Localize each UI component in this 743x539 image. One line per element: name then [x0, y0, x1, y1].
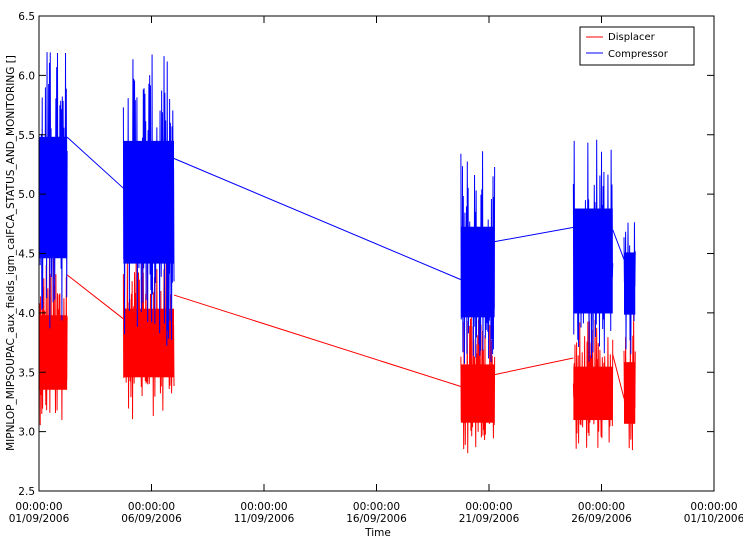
displacer-signal	[572, 319, 614, 449]
compressor-signal	[623, 222, 636, 355]
x-tick-label-date: 01/10/2006	[684, 513, 743, 525]
legend-label-compressor: Compressor	[608, 49, 669, 60]
compressor-signal	[572, 139, 614, 362]
x-tick-label-time: 00:00:00	[128, 501, 175, 513]
y-tick-label: 4.0	[18, 308, 35, 320]
x-tick-label-time: 00:00:00	[240, 501, 287, 513]
y-tick-label: 3.5	[18, 367, 35, 379]
y-tick-label: 6.0	[18, 70, 35, 82]
displacer-gap-line	[494, 357, 574, 376]
x-tick-label-date: 06/09/2006	[121, 513, 182, 525]
legend: Displacer Compressor	[579, 26, 695, 66]
compressor-gap-line	[612, 229, 625, 260]
y-axis-title: MIPNLOP_MIPSOUPAC_aux_fields_igm_calFCA_…	[5, 55, 17, 451]
displacer-signal	[460, 314, 496, 454]
x-axis: 00:00:0001/09/200600:00:0006/09/200600:0…	[9, 16, 743, 525]
y-tick-label: 6.5	[18, 11, 35, 23]
y-tick-label: 5.5	[18, 130, 35, 142]
x-tick-label-time: 00:00:00	[578, 501, 625, 513]
displacer-band	[624, 362, 636, 424]
displacer-signal	[122, 253, 175, 420]
x-axis-title: Time	[364, 527, 391, 539]
x-tick-label-time: 00:00:00	[465, 501, 512, 513]
y-tick-label: 4.5	[18, 249, 35, 261]
x-tick-label-date: 21/09/2006	[459, 513, 520, 525]
x-tick-label-time: 00:00:00	[353, 501, 400, 513]
x-tick-label-date: 01/09/2006	[9, 513, 70, 525]
displacer-signal	[623, 312, 636, 451]
x-tick-label-date: 11/09/2006	[234, 513, 295, 525]
series-layer	[38, 52, 636, 454]
displacer-gap-line	[612, 354, 625, 399]
y-tick-label: 2.5	[18, 486, 35, 498]
y-tick-label: 5.0	[18, 189, 35, 201]
compressor-signal	[122, 54, 175, 346]
x-tick-label-date: 16/09/2006	[346, 513, 407, 525]
legend-label-displacer: Displacer	[608, 32, 656, 43]
displacer-gap-line	[173, 294, 462, 387]
compressor-gap-line	[66, 136, 124, 189]
legend-box	[579, 26, 695, 66]
x-tick-label-date: 26/09/2006	[571, 513, 632, 525]
y-tick-label: 3.0	[18, 427, 35, 439]
displacer-gap-line	[66, 274, 124, 320]
compressor-signal	[38, 52, 68, 329]
displacer-signal	[38, 246, 68, 426]
x-tick-label-time: 00:00:00	[15, 501, 62, 513]
compressor-signal	[460, 151, 496, 364]
x-tick-label-time: 00:00:00	[690, 501, 737, 513]
compressor-gap-line	[173, 158, 462, 281]
compressor-gap-line	[494, 226, 574, 243]
y-axis: 2.5 3.0 3.5 4.0 4.5 5.0 5.5 6.0 6.5	[18, 11, 714, 498]
